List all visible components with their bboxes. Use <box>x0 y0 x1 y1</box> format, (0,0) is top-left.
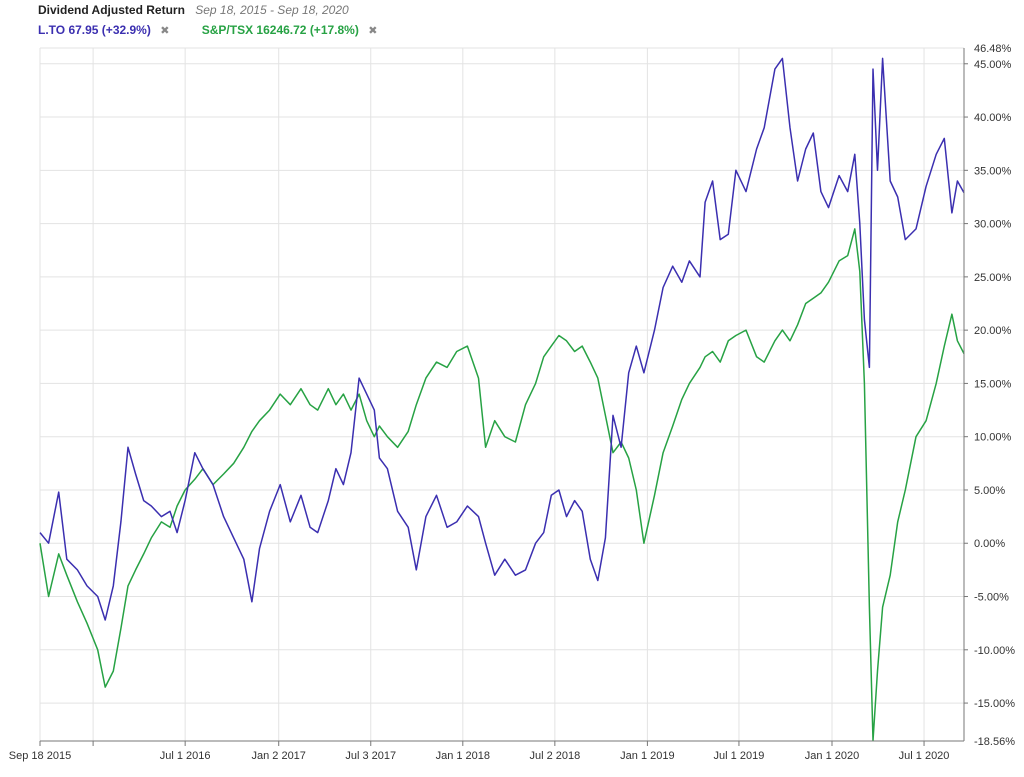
x-tick-label: Jan 1 2020 <box>805 750 859 762</box>
title-row: Dividend Adjusted Return Sep 18, 2015 - … <box>38 3 1014 17</box>
series-line-tsx <box>39 228 965 742</box>
x-tick-label: Sep 18 2015 <box>9 750 71 762</box>
close-icon[interactable]: ✖ <box>160 25 170 37</box>
y-tick-label: 5.00% <box>974 485 1005 497</box>
legend-item-tsx[interactable]: S&P/TSX 16246.72 (+17.8%) ✖ <box>202 23 378 38</box>
y-tick-label: 35.00% <box>974 165 1012 177</box>
y-tick-label: -15.00% <box>974 698 1015 710</box>
y-tick-label: 15.00% <box>974 378 1012 390</box>
y-max-label: 46.48% <box>974 43 1012 55</box>
y-min-label: -18.56% <box>974 736 1015 748</box>
x-tick-label: Jan 1 2019 <box>620 750 674 762</box>
x-tick-label: Jul 1 2016 <box>160 750 211 762</box>
chart-title: Dividend Adjusted Return <box>38 3 185 17</box>
y-tick-label: -10.00% <box>974 645 1015 657</box>
y-tick-label: 0.00% <box>974 538 1005 550</box>
x-tick-label: Jul 1 2020 <box>899 750 950 762</box>
series-line-lto <box>39 57 965 621</box>
x-tick-label: Jan 1 2018 <box>436 750 490 762</box>
legend-label-tsx: S&P/TSX 16246.72 (+17.8%) <box>201 23 359 37</box>
date-range: Sep 18, 2015 - Sep 18, 2020 <box>195 3 349 17</box>
y-tick-label: -5.00% <box>974 592 1009 604</box>
x-tick-label: Jul 1 2019 <box>714 750 765 762</box>
x-tick-label: Jul 3 2017 <box>345 750 396 762</box>
grid <box>39 47 964 741</box>
close-icon[interactable]: ✖ <box>368 25 378 37</box>
y-tick-label: 25.00% <box>974 272 1012 284</box>
x-tick-label: Jan 2 2017 <box>251 750 305 762</box>
y-tick-label: 40.00% <box>974 112 1012 124</box>
chart-header: Dividend Adjusted Return Sep 18, 2015 - … <box>38 3 1014 37</box>
y-tick-label: 20.00% <box>974 325 1012 337</box>
axes <box>39 48 968 746</box>
y-tick-label: 30.00% <box>974 219 1012 231</box>
legend-item-lto[interactable]: L.TO 67.95 (+32.9%) ✖ <box>38 23 169 38</box>
y-tick-label: 10.00% <box>974 432 1012 444</box>
legend-label-lto: L.TO 67.95 (+32.9%) <box>38 23 151 37</box>
x-tick-label: Jul 2 2018 <box>529 750 580 762</box>
series-layer <box>39 57 965 742</box>
tick-labels: 45.00% 40.00% 35.00% 30.00% 25.00% 20.00% 15.0… <box>9 43 1015 762</box>
y-tick-label: 45.00% <box>974 59 1012 71</box>
legend: L.TO 67.95 (+32.9%) ✖ S&P/TSX 16246.72 (… <box>38 23 1014 37</box>
